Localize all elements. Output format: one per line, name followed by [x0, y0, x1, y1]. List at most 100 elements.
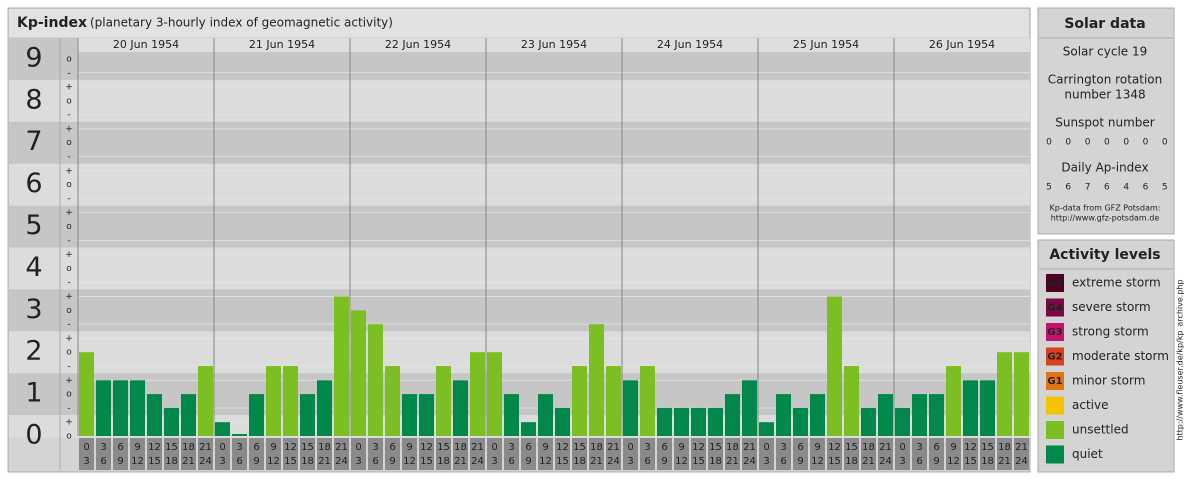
legend-label: severe storm — [1072, 300, 1151, 314]
hour-end: 24 — [199, 456, 212, 467]
hour-end: 24 — [743, 456, 756, 467]
minor-tick-label: o — [66, 180, 72, 190]
minor-tick-label: - — [67, 194, 70, 204]
hour-start: 3 — [100, 442, 106, 453]
minor-tick-label: + — [65, 418, 73, 428]
hour-end: 6 — [644, 456, 650, 467]
minor-tick-label: + — [65, 166, 73, 176]
hour-start: 9 — [270, 442, 276, 453]
hour-start: 9 — [542, 442, 548, 453]
hour-end: 24 — [335, 456, 348, 467]
legend-code: G4 — [1047, 303, 1062, 314]
minor-tick-label: + — [65, 292, 73, 302]
hour-start: 21 — [471, 442, 484, 453]
hour-start: 12 — [420, 442, 433, 453]
hour-end: 24 — [879, 456, 892, 467]
ap-value: 4 — [1123, 183, 1129, 193]
hour-end: 15 — [420, 456, 433, 467]
ap-value: 5 — [1046, 183, 1052, 193]
hour-end: 3 — [219, 456, 225, 467]
hour-end: 18 — [301, 456, 314, 467]
hour-start: 3 — [916, 442, 922, 453]
hour-start: 15 — [573, 442, 586, 453]
hour-start: 15 — [165, 442, 178, 453]
hour-start: 21 — [743, 442, 756, 453]
hour-start: 21 — [607, 442, 620, 453]
hour-end: 12 — [131, 456, 144, 467]
hour-end: 9 — [797, 456, 803, 467]
hour-end: 3 — [355, 456, 361, 467]
hour-end: 9 — [253, 456, 259, 467]
hour-end: 6 — [372, 456, 378, 467]
hour-start: 12 — [556, 442, 569, 453]
day-label: 24 Jun 1954 — [657, 38, 723, 51]
hour-start: 6 — [117, 442, 123, 453]
hour-start: 18 — [726, 442, 739, 453]
band — [9, 247, 1030, 289]
hour-end: 6 — [100, 456, 106, 467]
bar — [283, 366, 298, 436]
hour-start: 15 — [845, 442, 858, 453]
hour-start: 0 — [763, 442, 769, 453]
legend-label: extreme storm — [1072, 276, 1161, 290]
hour-start: 3 — [780, 442, 786, 453]
bar — [113, 380, 128, 436]
bar — [198, 366, 213, 436]
bar — [351, 310, 366, 436]
hour-end: 3 — [899, 456, 905, 467]
day-label: 23 Jun 1954 — [521, 38, 587, 51]
bar — [912, 394, 927, 436]
solar-text: Carrington rotation — [1048, 73, 1162, 87]
day-label: 20 Jun 1954 — [113, 38, 179, 51]
legend-label: active — [1072, 398, 1108, 412]
legend-code: G2 — [1047, 352, 1062, 363]
bar — [385, 366, 400, 436]
source-text: http://www.gfz-potsdam.de — [1051, 214, 1160, 223]
bar — [980, 380, 995, 436]
minor-tick-label: o — [66, 138, 72, 148]
minor-tick-label: - — [67, 278, 70, 288]
minor-tick-label: o — [66, 222, 72, 232]
hour-end: 9 — [933, 456, 939, 467]
ap-value: 5 — [1162, 183, 1168, 193]
bar — [657, 408, 672, 436]
minor-tick-label: o — [66, 54, 72, 64]
subtitle: (planetary 3-hourly index of geomagnetic… — [90, 16, 393, 30]
hour-end: 15 — [284, 456, 297, 467]
hour-end: 9 — [117, 456, 123, 467]
hour-start: 21 — [335, 442, 348, 453]
hour-start: 18 — [318, 442, 331, 453]
band — [9, 122, 1030, 164]
day-label: 21 Jun 1954 — [249, 38, 315, 51]
bar — [487, 352, 502, 436]
minor-tick-label: - — [67, 236, 70, 246]
bar — [878, 394, 893, 436]
hour-start: 0 — [627, 442, 633, 453]
hour-start: 12 — [828, 442, 841, 453]
bar — [963, 380, 978, 436]
hour-start: 12 — [964, 442, 977, 453]
hour-end: 18 — [981, 456, 994, 467]
hour-start: 6 — [253, 442, 259, 453]
bar — [759, 422, 774, 436]
legend-code: G5 — [1047, 278, 1062, 289]
band — [9, 164, 1030, 206]
bar — [96, 380, 111, 436]
bar — [691, 408, 706, 436]
band — [9, 206, 1030, 248]
ap-value: 6 — [1143, 183, 1149, 193]
hour-start: 3 — [372, 442, 378, 453]
y-tick-label: 1 — [25, 378, 42, 409]
panel-title: Activity levels — [1049, 247, 1160, 263]
hour-end: 6 — [508, 456, 514, 467]
band — [9, 331, 1030, 373]
legend-swatch — [1046, 397, 1064, 415]
hour-end: 21 — [726, 456, 739, 467]
hour-end: 12 — [947, 456, 960, 467]
hour-end: 15 — [556, 456, 569, 467]
y-tick-label: 9 — [25, 42, 42, 73]
bar — [79, 352, 94, 436]
bar — [164, 408, 179, 436]
